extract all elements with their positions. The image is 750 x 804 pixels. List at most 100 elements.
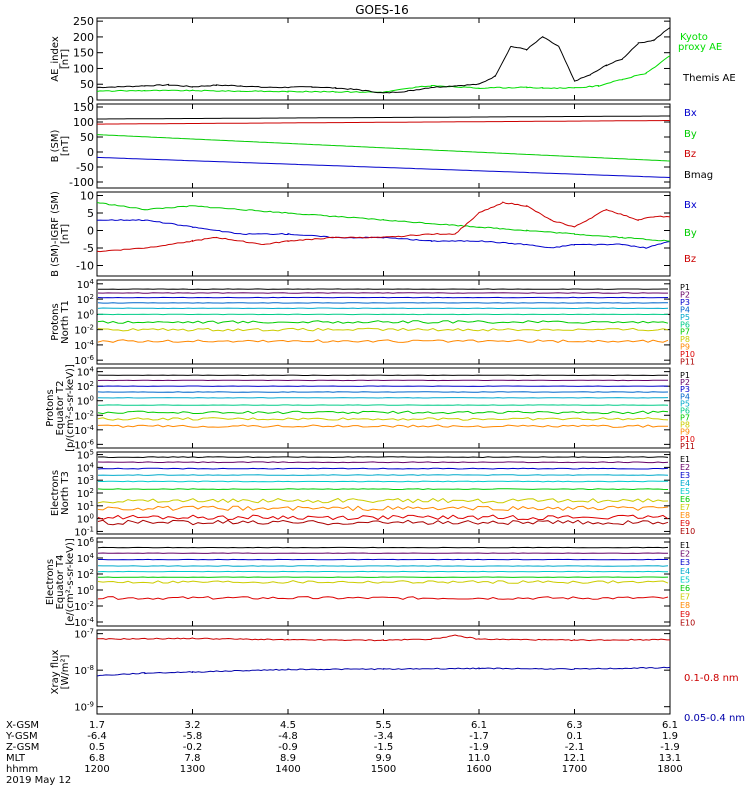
xaxis-row-value: 1300 bbox=[180, 764, 205, 775]
y-tick-label: 100 bbox=[77, 584, 94, 597]
series-label-pnorth: P11 bbox=[680, 358, 695, 367]
legend-bigrf-1: By bbox=[684, 228, 697, 239]
y-tick-label: 10-9 bbox=[74, 701, 94, 714]
xaxis-row-value: 5.5 bbox=[376, 720, 392, 731]
xaxis-row-value: 0.5 bbox=[89, 742, 105, 753]
xaxis-row-value: -2.1 bbox=[565, 742, 585, 753]
series-line-enorth-0 bbox=[98, 457, 668, 458]
series-line-enorth-2 bbox=[98, 468, 668, 469]
series-line-bsm-1 bbox=[97, 135, 670, 161]
xaxis-row-label: X-GSM bbox=[6, 720, 39, 731]
y-tick-label: -5 bbox=[83, 242, 94, 255]
series-line-pnorth-5 bbox=[98, 314, 668, 315]
y-tick-label: 104 bbox=[77, 461, 95, 474]
xaxis-row-label: MLT bbox=[6, 753, 26, 764]
series-line-pnorth-4 bbox=[98, 308, 668, 309]
xaxis-row-value: 3.2 bbox=[185, 720, 201, 731]
xaxis-row-value: 8.9 bbox=[280, 753, 296, 764]
xaxis-row-value: 13.1 bbox=[659, 753, 681, 764]
y-tick-label: 104 bbox=[77, 366, 95, 379]
series-line-bsm-2 bbox=[97, 121, 670, 125]
y-tick-label: 100 bbox=[73, 62, 94, 75]
y-tick-label: 10-4 bbox=[74, 339, 94, 352]
series-line-enorth-1 bbox=[98, 462, 668, 463]
series-line-pequator-6 bbox=[98, 411, 668, 414]
y-axis-label: [nT] bbox=[60, 136, 71, 156]
y-axis-label: North T1 bbox=[60, 300, 71, 344]
y-tick-label: 200 bbox=[73, 31, 94, 44]
legend-bigrf-0: Bx bbox=[684, 200, 697, 211]
xaxis-row-value: -1.9 bbox=[660, 742, 680, 753]
y-tick-label: 101 bbox=[77, 500, 94, 513]
series-line-pnorth-8 bbox=[98, 340, 668, 343]
xaxis-row-value: -1.7 bbox=[469, 731, 489, 742]
legend-xray-short: 0.05-0.4 nm bbox=[684, 713, 745, 724]
series-label-enorth: E10 bbox=[680, 527, 695, 536]
xaxis-row-value: 12.1 bbox=[563, 753, 585, 764]
panel-frame-bigrf bbox=[97, 192, 670, 276]
y-tick-label: 106 bbox=[77, 536, 95, 549]
y-axis-label: [e/(cm²-s-sr-keV)] bbox=[65, 538, 76, 626]
legend-proxy-ae: proxy AE bbox=[678, 42, 722, 53]
xaxis-row-value: -6.4 bbox=[87, 731, 107, 742]
series-line-eequator-8 bbox=[98, 597, 668, 600]
xaxis-row-label: Y-GSM bbox=[5, 731, 38, 742]
y-tick-label: -100 bbox=[69, 176, 94, 189]
y-tick-label: 150 bbox=[73, 47, 94, 60]
y-tick-label: 102 bbox=[77, 293, 94, 306]
series-line-enorth-3 bbox=[98, 475, 668, 476]
series-line-enorth-6 bbox=[98, 499, 668, 503]
legend-themis-ae: Themis AE bbox=[682, 73, 736, 84]
panel-frame-enorth bbox=[97, 452, 670, 534]
y-tick-label: 104 bbox=[77, 552, 95, 565]
legend-bsm-3: Bmag bbox=[684, 170, 713, 181]
xaxis-row-value: 1600 bbox=[466, 764, 491, 775]
y-axis-label: North T3 bbox=[60, 471, 71, 515]
xaxis-row-value: 11.0 bbox=[468, 753, 490, 764]
xaxis-row-value: 1500 bbox=[371, 764, 396, 775]
series-line-ae-0 bbox=[97, 56, 670, 93]
xaxis-row-value: 9.9 bbox=[376, 753, 392, 764]
xaxis-row-value: 4.5 bbox=[280, 720, 296, 731]
y-tick-label: 102 bbox=[77, 568, 94, 581]
series-line-pnorth-0 bbox=[98, 289, 668, 290]
y-tick-label: 250 bbox=[73, 15, 94, 28]
y-axis-label: [p/(cm²-s-sr-keV)] bbox=[65, 364, 76, 452]
series-line-eequator-6 bbox=[98, 581, 668, 584]
y-tick-label: 10-4 bbox=[74, 424, 94, 437]
legend-bigrf-2: Bz bbox=[684, 254, 696, 265]
y-tick-label: 102 bbox=[77, 487, 94, 500]
xaxis-row-label: hhmm bbox=[6, 764, 38, 775]
xaxis-row-value: -4.8 bbox=[278, 731, 298, 742]
xaxis-row-value: 1700 bbox=[562, 764, 587, 775]
series-line-pnorth-7 bbox=[98, 328, 668, 331]
y-tick-label: 0 bbox=[87, 146, 94, 159]
series-line-enorth-8 bbox=[98, 515, 668, 520]
xaxis-row-label: Z-GSM bbox=[6, 742, 39, 753]
xaxis-row-value: 6.3 bbox=[567, 720, 583, 731]
y-tick-label: 50 bbox=[80, 78, 94, 91]
y-axis-label: [W/m²] bbox=[60, 654, 71, 689]
legend-bsm-2: Bz bbox=[684, 149, 696, 160]
series-line-enorth-9 bbox=[98, 520, 668, 524]
y-tick-label: -10 bbox=[76, 260, 94, 273]
xaxis-row-value: 7.8 bbox=[185, 753, 201, 764]
xaxis-row-value: -5.8 bbox=[183, 731, 203, 742]
xaxis-row-value: -0.2 bbox=[183, 742, 203, 753]
series-line-pnorth-2 bbox=[98, 297, 668, 298]
plot-title: GOES-16 bbox=[355, 3, 409, 17]
xaxis-row-value: -3.4 bbox=[374, 731, 394, 742]
y-tick-label: 150 bbox=[73, 101, 94, 114]
y-tick-label: 100 bbox=[77, 308, 94, 321]
series-line-xray-0 bbox=[97, 635, 670, 641]
series-label-pequator: P11 bbox=[680, 442, 695, 451]
y-tick-label: 50 bbox=[80, 131, 94, 144]
y-tick-label: 0 bbox=[87, 225, 94, 238]
y-tick-label: 10 bbox=[80, 190, 94, 203]
y-tick-label: 10-8 bbox=[74, 664, 94, 677]
y-tick-label: 10-2 bbox=[74, 600, 94, 613]
y-axis-label: [nT] bbox=[60, 224, 71, 244]
xaxis-row-value: -0.9 bbox=[278, 742, 298, 753]
